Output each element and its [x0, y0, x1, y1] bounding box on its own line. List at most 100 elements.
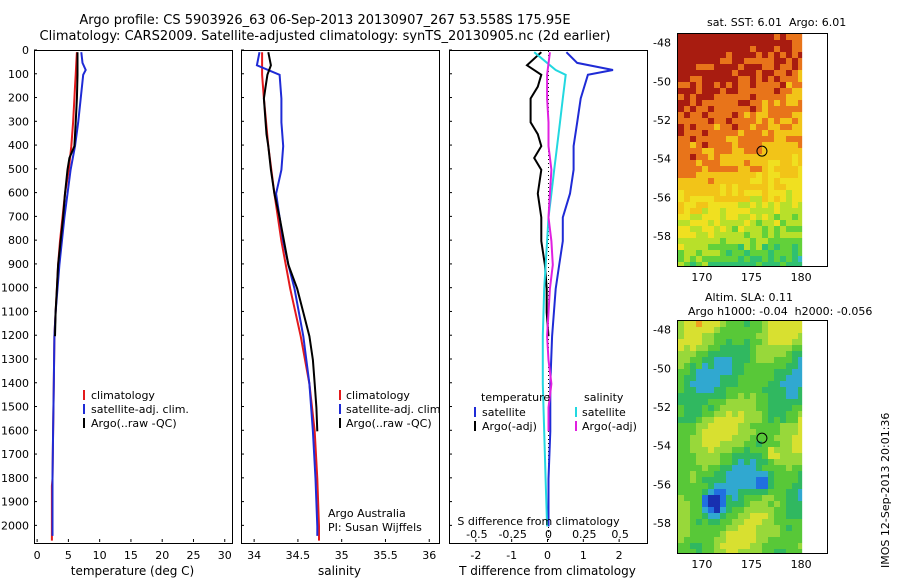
- map-cell: [684, 142, 690, 148]
- map-cell: [798, 190, 804, 196]
- map-cell: [756, 52, 762, 58]
- map-cell: [726, 321, 732, 327]
- map-cell: [780, 531, 786, 537]
- map-cell: [720, 351, 726, 357]
- map-cell: [678, 453, 684, 459]
- map-cell: [756, 220, 762, 226]
- map-cell: [678, 256, 684, 262]
- map-cell: [744, 64, 750, 70]
- map-cell: [792, 154, 798, 160]
- map-cell: [762, 375, 768, 381]
- map-cell: [762, 208, 768, 214]
- map-cell: [678, 399, 684, 405]
- map-cell: [726, 519, 732, 525]
- map-cell: [690, 405, 696, 411]
- map-cell: [714, 40, 720, 46]
- map-cell: [780, 220, 786, 226]
- map-cell: [786, 106, 792, 112]
- map-cell: [738, 345, 744, 351]
- map-cell: [732, 184, 738, 190]
- map-cell: [738, 232, 744, 238]
- map-cell: [690, 100, 696, 106]
- map-cell: [702, 250, 708, 256]
- map-cell: [678, 136, 684, 142]
- timestamp-stamp: IMOS 12-Sep-2013 20:01:36: [879, 412, 892, 568]
- depth-tick-label: 1000: [1, 282, 29, 295]
- map-cell: [714, 226, 720, 232]
- map-cell: [684, 465, 690, 471]
- map-cell: [750, 399, 756, 405]
- map-cell: [792, 250, 798, 256]
- map-cell: [714, 46, 720, 52]
- map-cell: [744, 345, 750, 351]
- map-cell: [684, 244, 690, 250]
- map-cell: [714, 513, 720, 519]
- map-cell: [744, 525, 750, 531]
- map-cell: [696, 64, 702, 70]
- map-cell: [690, 118, 696, 124]
- map-cell: [726, 447, 732, 453]
- map-cell: [714, 351, 720, 357]
- map-cell: [714, 76, 720, 82]
- sla-map-subtitle: Argo h1000: -0.04 h2000: -0.056: [688, 305, 873, 318]
- profile-line-climatology: [261, 52, 320, 541]
- map-cell: [744, 46, 750, 52]
- map-cell: [726, 106, 732, 112]
- map-lat-tick-label: -54: [653, 153, 671, 166]
- map-cell: [702, 543, 708, 549]
- map-cell: [726, 465, 732, 471]
- map-cell: [762, 124, 768, 130]
- map-cell: [690, 148, 696, 154]
- map-cell: [792, 339, 798, 345]
- map-cell: [750, 52, 756, 58]
- map-cell: [708, 387, 714, 393]
- map-cell: [702, 345, 708, 351]
- map-cell: [792, 58, 798, 64]
- map-cell: [726, 160, 732, 166]
- map-cell: [780, 46, 786, 52]
- map-cell: [732, 447, 738, 453]
- difference-panel: -0.5 -0.25 0 0.25 0.5 S difference from clima…: [449, 50, 648, 544]
- map-cell: [714, 208, 720, 214]
- map-cell: [756, 136, 762, 142]
- map-cell: [768, 214, 774, 220]
- depth-tick-label: 200: [8, 92, 29, 105]
- map-cell: [786, 34, 792, 40]
- map-cell: [792, 537, 798, 543]
- map-cell: [756, 256, 762, 262]
- map-cell: [756, 94, 762, 100]
- map-cell: [738, 172, 744, 178]
- map-cell: [732, 393, 738, 399]
- map-cell: [708, 262, 714, 266]
- map-cell: [678, 333, 684, 339]
- map-cell: [762, 190, 768, 196]
- map-cell: [738, 537, 744, 543]
- map-cell: [732, 465, 738, 471]
- map-cell: [684, 172, 690, 178]
- map-cell: [684, 399, 690, 405]
- map-cell: [798, 531, 804, 537]
- map-cell: [708, 531, 714, 537]
- map-cell: [786, 369, 792, 375]
- map-cell: [732, 411, 738, 417]
- map-cell: [792, 417, 798, 423]
- map-cell: [756, 196, 762, 202]
- map-cell: [792, 351, 798, 357]
- map-cell: [786, 154, 792, 160]
- map-cell: [684, 40, 690, 46]
- map-cell: [744, 441, 750, 447]
- map-cell: [798, 244, 804, 250]
- map-cell: [714, 483, 720, 489]
- map-cell: [792, 202, 798, 208]
- map-cell: [714, 196, 720, 202]
- map-cell: [702, 459, 708, 465]
- map-cell: [762, 411, 768, 417]
- map-cell: [792, 471, 798, 477]
- map-cell: [756, 417, 762, 423]
- map-cell: [732, 513, 738, 519]
- map-cell: [768, 256, 774, 262]
- map-cell: [756, 262, 762, 266]
- map-cell: [684, 160, 690, 166]
- map-cell: [774, 112, 780, 118]
- map-lat-tick-label: -48: [653, 37, 671, 50]
